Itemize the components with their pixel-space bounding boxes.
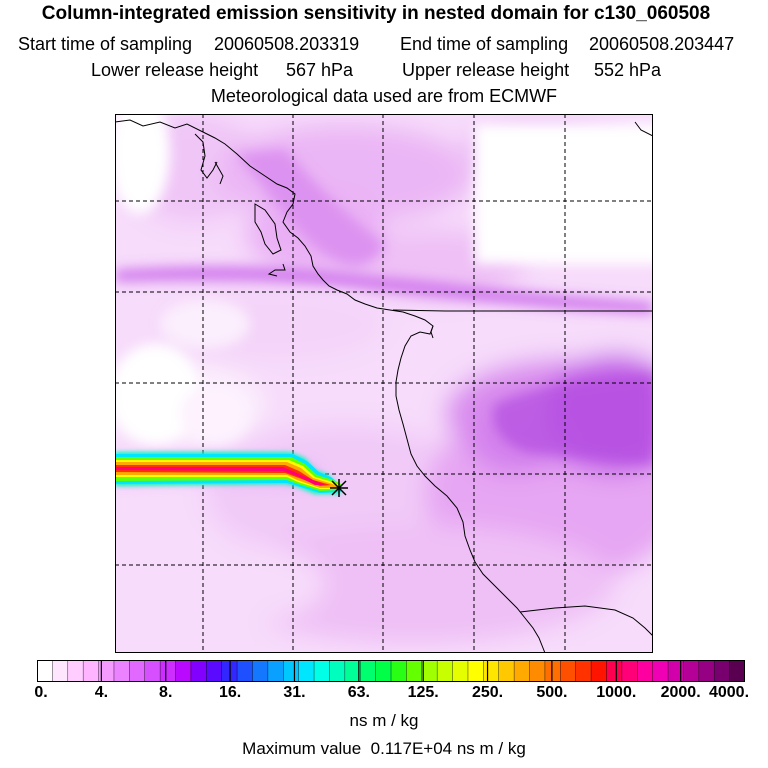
colorbar-cell — [83, 660, 100, 682]
colorbar-cell — [698, 660, 715, 682]
colorbar-cell — [252, 660, 269, 682]
colorbar-cell — [37, 660, 53, 682]
colorbar-tick-label: 4. — [94, 684, 109, 701]
colorbar-cell — [560, 660, 577, 682]
colorbar-cell — [283, 660, 300, 682]
colorbar-tick-label: 500. — [536, 684, 568, 701]
colorbar-cell — [514, 660, 531, 682]
colorbar-tick-label: 250. — [471, 684, 504, 701]
colorbar-cell — [467, 660, 484, 682]
colorbar-tick-label: 0. — [34, 684, 48, 701]
colorbar-cell — [206, 660, 223, 682]
colorbar-cell — [668, 660, 685, 682]
colorbar-cell — [575, 660, 592, 682]
colorbar-cell — [144, 660, 161, 682]
colorbar-cell — [606, 660, 623, 682]
sensitivity-map — [115, 114, 653, 653]
upper-release-label: Upper release height — [402, 60, 570, 80]
colorbar-cell — [437, 660, 454, 682]
met-data-note: Meteorological data used are from ECMWF — [210, 86, 558, 106]
colorbar-cell — [129, 660, 146, 682]
colorbar-tick-label: 16. — [218, 684, 242, 701]
lower-release-value: 567 hPa — [286, 60, 354, 80]
colorbar-cell — [452, 660, 469, 682]
maximum-value-number: 0.117E+04 ns m / kg — [370, 739, 526, 758]
colorbar-cell — [175, 660, 192, 682]
colorbar-units: ns m / kg — [349, 711, 419, 730]
upper-release-value: 552 hPa — [594, 60, 662, 80]
star-icon — [330, 479, 348, 497]
colorbar-cell — [483, 660, 500, 682]
colorbar-cell — [729, 660, 745, 682]
colorbar-cell — [113, 660, 130, 682]
colorbar-cell — [421, 660, 438, 682]
emission-plume — [115, 452, 341, 494]
colorbar-tick-label: 2000. — [660, 684, 701, 701]
colorbar-cell — [98, 660, 115, 682]
start-time-label: Start time of sampling — [18, 34, 193, 54]
colorbar-cell — [683, 660, 700, 682]
colorbar-cell — [67, 660, 84, 682]
colorbar-cell — [267, 660, 284, 682]
colorbar-tick-label: 1000. — [596, 684, 637, 701]
colorbar-cell — [406, 660, 423, 682]
end-time-label: End time of sampling — [400, 34, 569, 54]
colorbar-cell — [237, 660, 254, 682]
colorbar — [37, 660, 745, 682]
colorbar-cell — [190, 660, 207, 682]
colorbar-tick-label: 4000. — [708, 684, 750, 701]
colorbar-cell — [314, 660, 331, 682]
coastlines — [115, 119, 653, 653]
colorbar-cell — [391, 660, 407, 682]
colorbar-cell — [329, 660, 346, 682]
colorbar-cell — [52, 660, 69, 682]
colorbar-cell — [160, 660, 177, 682]
colorbar-tick-label: 8. — [159, 684, 173, 701]
maximum-value: Maximum value 0.117E+04 ns m / kg — [0, 739, 768, 759]
colorbar-cell — [544, 660, 561, 682]
colorbar-cell — [529, 660, 546, 682]
start-time-value: 20060508.203319 — [214, 34, 360, 54]
colorbar-cell — [591, 660, 608, 682]
end-time-value: 20060508.203447 — [589, 34, 735, 54]
colorbar-tick-label: 31. — [283, 684, 306, 701]
colorbar-cell — [621, 660, 638, 682]
colorbar-cell — [652, 660, 669, 682]
colorbar-cell — [498, 660, 515, 682]
colorbar-tick-label: 125. — [407, 684, 439, 701]
lat-lon-grid — [115, 114, 653, 653]
colorbar-tick-label: 63. — [347, 684, 370, 701]
colorbar-cell — [375, 660, 392, 682]
plot-title: Column-integrated emission sensitivity i… — [41, 3, 711, 24]
colorbar-cell — [344, 660, 361, 682]
colorbar-cell — [298, 660, 315, 682]
map-frame — [115, 114, 653, 653]
colorbar-cell — [637, 660, 654, 682]
colorbar-cell — [714, 660, 731, 682]
maximum-value-label: Maximum value — [242, 739, 362, 758]
low-sensitivity-areas — [115, 114, 653, 444]
colorbar-cell — [360, 660, 377, 682]
lower-release-label: Lower release height — [91, 60, 259, 80]
